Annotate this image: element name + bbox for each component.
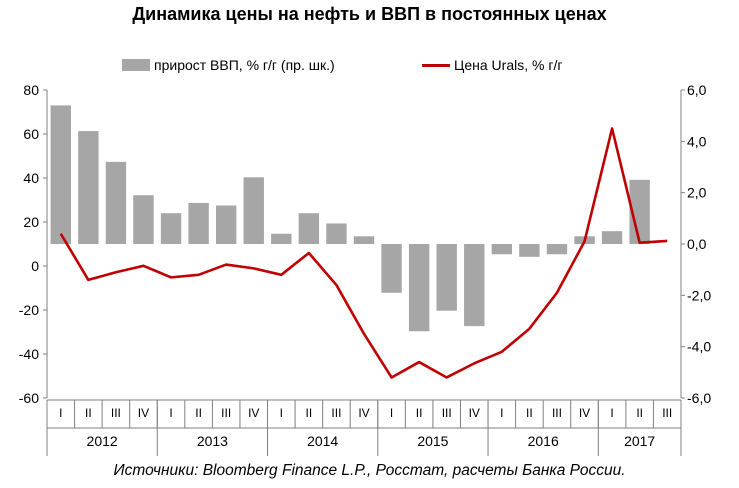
quarter-label: III [111,406,121,420]
left-tick-label: 40 [23,170,39,186]
left-tick-label: 60 [23,126,39,142]
right-tick-label: 4,0 [687,133,707,149]
year-label: 2012 [87,433,118,449]
gdp-bar [464,244,485,327]
legend-bar-swatch [122,59,150,71]
quarter-label: II [306,406,313,420]
gdp-bar [436,244,457,311]
gdp-bar [298,213,320,244]
quarter-label: III [442,406,452,420]
quarter-label: II [85,406,92,420]
gdp-bar [629,179,650,244]
gdp-bar [78,131,99,244]
quarter-label: I [610,406,613,420]
legend-label-gdp: прирост ВВП, % г/г (пр. шк.) [154,57,335,73]
left-tick-label: -40 [19,346,39,362]
right-tick-label: -2,0 [687,287,711,303]
gdp-bar [408,244,430,332]
year-label: 2017 [624,433,655,449]
gdp-bar [50,105,71,245]
left-tick-label: -60 [19,390,39,406]
gdp-bar [519,244,540,257]
quarter-label: III [552,406,562,420]
quarter-label: IV [138,406,149,420]
quarter-label: II [526,406,533,420]
left-tick-label: -20 [19,302,39,318]
gdp-bar [215,205,237,244]
quarter-label: I [500,406,503,420]
gdp-bar [133,195,154,244]
gdp-bar [243,177,264,244]
left-tick-label: 0 [31,258,39,274]
right-tick-label: 2,0 [687,185,707,201]
quarter-label: I [280,406,283,420]
quarter-label: II [416,406,423,420]
year-label: 2015 [417,433,448,449]
right-tick-label: -4,0 [687,339,711,355]
quarter-label: III [662,406,672,420]
chart-title: Динамика цены на нефть и ВВП в постоянны… [132,4,607,24]
quarter-label: II [636,406,643,420]
quarter-label: I [59,406,62,420]
quarter-label: I [169,406,172,420]
year-label: 2014 [307,433,338,449]
quarter-label: IV [358,406,369,420]
year-label: 2013 [197,433,228,449]
right-tick-label: 6,0 [687,82,707,98]
quarter-label: I [390,406,393,420]
gdp-bar [271,233,292,244]
quarter-label: IV [469,406,480,420]
gdp-bar [491,244,513,255]
legend-item-urals: Цена Urals, % г/г [422,57,562,73]
legend-line-swatch [422,63,450,67]
quarter-label: III [331,406,341,420]
source-note: Источники: Bloomberg Finance L.P., Росст… [113,462,626,479]
gdp-bar [105,161,127,244]
gdp-bar [546,244,568,255]
gdp-bar [188,202,209,244]
gdp-bar [601,231,623,244]
left-tick-label: 20 [23,214,39,230]
quarter-label: III [221,406,231,420]
left-tick-label: 80 [23,82,39,98]
quarter-label: IV [248,406,259,420]
legend-item-gdp: прирост ВВП, % г/г (пр. шк.) [122,57,335,73]
legend-label-urals: Цена Urals, % г/г [454,57,563,73]
right-tick-label: 0,0 [687,236,707,252]
gdp-bar [381,244,402,293]
gdp-bar [353,236,375,244]
gdp-bar [160,213,182,244]
quarter-label: IV [579,406,590,420]
urals-line [59,127,668,379]
gdp-bar [326,223,347,244]
year-label: 2016 [528,433,559,449]
quarter-label: II [195,406,202,420]
right-tick-label: -6,0 [687,390,711,406]
